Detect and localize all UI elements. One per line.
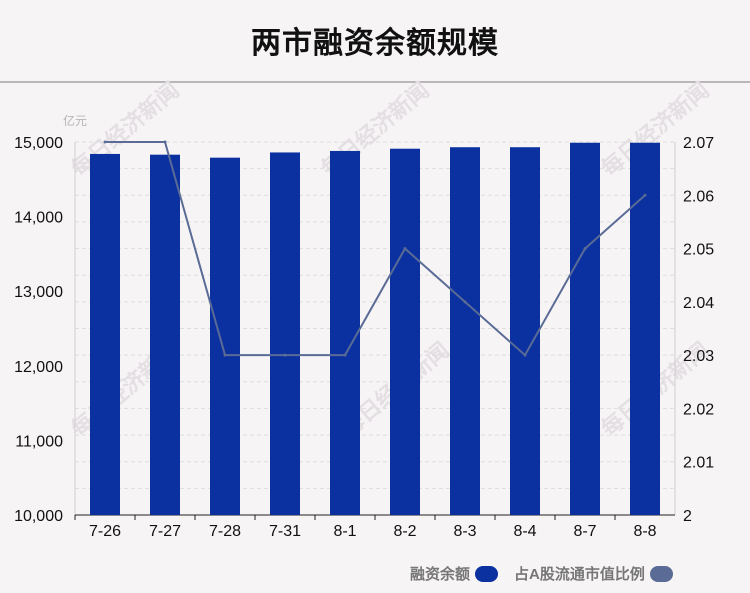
y-right-tick-label: 2.07 xyxy=(683,135,714,152)
y-right-tick-label: 2.03 xyxy=(683,348,714,365)
legend-item-ratio: 占A股流通市值比例 xyxy=(514,563,673,584)
ratio-point xyxy=(403,247,407,251)
x-tick-label: 8-8 xyxy=(633,523,656,540)
legend-swatch-balance xyxy=(475,565,499,582)
bar xyxy=(450,147,480,516)
x-tick-label: 8-4 xyxy=(513,523,536,540)
ratio-point xyxy=(103,140,107,144)
x-tick-label: 7-27 xyxy=(149,523,181,540)
y-right-tick-label: 2.04 xyxy=(683,295,714,312)
y-left-tick-label: 12,000 xyxy=(14,359,63,376)
ratio-point xyxy=(163,140,167,144)
x-tick-label: 7-31 xyxy=(269,523,301,540)
bar xyxy=(390,148,420,516)
y-left-tick-label: 11,000 xyxy=(15,433,63,450)
legend-label-ratio: 占A股流通市值比例 xyxy=(514,566,645,583)
y-right-tick-label: 2.01 xyxy=(683,455,714,472)
x-tick-label: 8-1 xyxy=(333,523,356,540)
ratio-point xyxy=(223,353,227,357)
ratio-point xyxy=(343,353,347,357)
y-left-tick-label: 13,000 xyxy=(14,284,63,301)
bar xyxy=(270,152,300,515)
x-tick-label: 8-2 xyxy=(393,523,416,540)
y-left-tick-label: 14,000 xyxy=(14,210,63,227)
y-left-tick-label: 10,000 xyxy=(14,508,63,525)
ratio-line xyxy=(105,141,646,357)
ratio-point xyxy=(523,353,527,357)
ratio-point xyxy=(283,353,287,357)
bar xyxy=(150,154,180,515)
bar xyxy=(330,150,360,515)
bar xyxy=(570,142,600,515)
x-tick-label: 7-26 xyxy=(89,523,121,540)
y-right-tick-label: 2.02 xyxy=(683,401,714,418)
legend-item-balance: 融资余额 xyxy=(410,563,499,584)
legend: 融资余额 占A股流通市值比例 xyxy=(410,563,689,584)
y-right-tick-label: 2.05 xyxy=(683,242,714,259)
ratio-point xyxy=(643,193,647,197)
y-right-tick-label: 2 xyxy=(683,508,692,525)
title-divider xyxy=(0,81,750,83)
legend-label-balance: 融资余额 xyxy=(410,566,471,583)
ratio-point xyxy=(463,300,467,304)
y-left-unit-label: 亿元 xyxy=(63,113,87,128)
y-left-tick-label: 15,000 xyxy=(14,135,63,152)
bar xyxy=(630,142,660,515)
x-tick-label: 7-28 xyxy=(209,523,241,540)
chart-title: 两市融资余额规模 xyxy=(251,27,499,60)
legend-swatch-ratio xyxy=(649,565,673,582)
bar xyxy=(510,147,540,516)
ratio-point xyxy=(583,247,587,251)
bar xyxy=(210,157,240,515)
x-tick-label: 8-7 xyxy=(573,523,596,540)
bar xyxy=(90,153,120,515)
x-tick-label: 8-3 xyxy=(453,523,476,540)
y-right-tick-label: 2.06 xyxy=(683,188,714,205)
